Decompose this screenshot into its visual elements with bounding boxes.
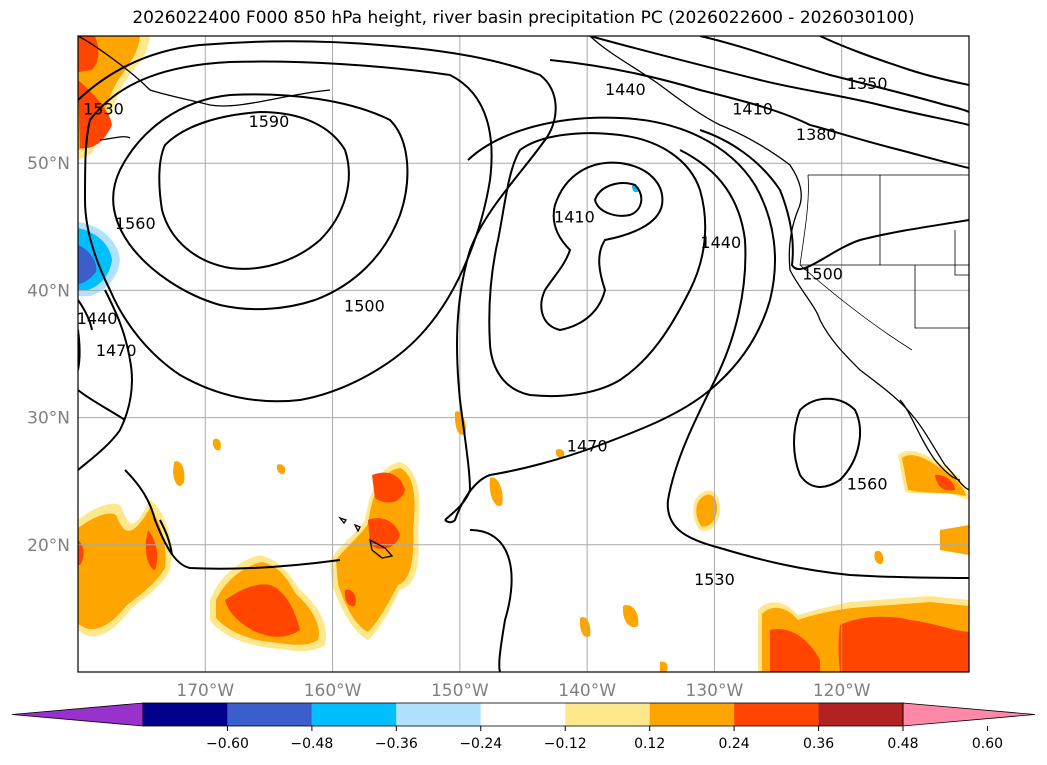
colorbar-swatch	[649, 703, 735, 726]
lon-label: 150°W	[431, 681, 489, 701]
longitude-labels: 170°W 160°W 150°W 140°W 130°W 120°W	[176, 681, 870, 701]
contour-label: 1350	[847, 74, 888, 93]
colorbar-swatch	[734, 703, 819, 726]
contour-label: 1440	[700, 233, 741, 252]
lat-label: 40°N	[27, 281, 70, 301]
contour-label: 1380	[796, 125, 837, 144]
map-background	[78, 36, 969, 672]
colorbar-tick-label: 0.48	[887, 736, 918, 752]
contour-label: 1440	[77, 309, 118, 328]
contour-label: 1410	[732, 99, 773, 118]
lat-label: 20°N	[27, 536, 70, 556]
graticule	[78, 36, 969, 672]
colorbar-swatch	[227, 703, 312, 726]
colorbar-tick-label: 0.12	[634, 736, 665, 752]
lat-label: 30°N	[27, 409, 70, 429]
colorbar-tick-label: 0.60	[972, 736, 1003, 752]
colorbar-tick-label: −0.24	[459, 736, 502, 752]
colorbar-tick-label: −0.36	[375, 736, 418, 752]
lat-label: 50°N	[27, 154, 70, 174]
colorbar-swatch	[818, 703, 903, 726]
colorbar-swatch	[565, 703, 650, 726]
colorbar-swatch	[396, 703, 481, 726]
contour-label: 1440	[605, 80, 646, 99]
map-frame	[77, 35, 970, 673]
colorbar-tick-label: 0.24	[719, 736, 750, 752]
contour-label: 1560	[115, 214, 156, 233]
colorbar: −0.60 −0.48 −0.36 −0.24 −0.12 0.12 0.24 0.36 0.4…	[11, 702, 1036, 752]
precip-negative-shading	[78, 185, 639, 296]
contour-label: 1470	[567, 436, 608, 455]
latitude-labels: 50°N 40°N 30°N 20°N	[27, 154, 70, 556]
coastlines	[78, 36, 969, 559]
contour-label: 1590	[249, 112, 290, 131]
height-contours	[78, 36, 969, 672]
contour-label: 1560	[847, 475, 888, 494]
political-borders	[799, 174, 969, 351]
contour-label: 1500	[802, 265, 843, 284]
colorbar-tick-label: −0.60	[206, 736, 249, 752]
map-panel: 1530 1590 1560 1440 1470 1500 1410 1440 1470 1560…	[77, 35, 970, 673]
contour-labels: 1530 1590 1560 1440 1470 1500 1410 1440 1470 1560…	[77, 74, 888, 589]
precip-positive-shading	[78, 36, 969, 672]
contour-label: 1470	[96, 341, 137, 360]
colorbar-frame	[142, 702, 904, 727]
lon-label: 140°W	[558, 681, 616, 701]
colorbar-swatch	[480, 703, 566, 726]
lon-label: 160°W	[304, 681, 362, 701]
colorbar-tick-label: −0.12	[544, 736, 587, 752]
colorbar-extend-max	[902, 702, 1036, 727]
lon-label: 120°W	[813, 681, 871, 701]
colorbar-extend-min	[11, 702, 144, 727]
map-title: 2026022400 F000 850 hPa height, river ba…	[132, 8, 915, 28]
colorbar-tick-label: −0.48	[290, 736, 333, 752]
contour-label: 1530	[694, 570, 735, 589]
contour-label: 1410	[554, 207, 595, 226]
colorbar-swatch	[143, 703, 228, 726]
colorbar-swatch	[311, 703, 397, 726]
lon-label: 170°W	[176, 681, 234, 701]
contour-label: 1530	[83, 99, 124, 118]
lon-label: 130°W	[686, 681, 744, 701]
colorbar-tick-label: 0.36	[803, 736, 834, 752]
contour-label: 1500	[344, 296, 385, 315]
